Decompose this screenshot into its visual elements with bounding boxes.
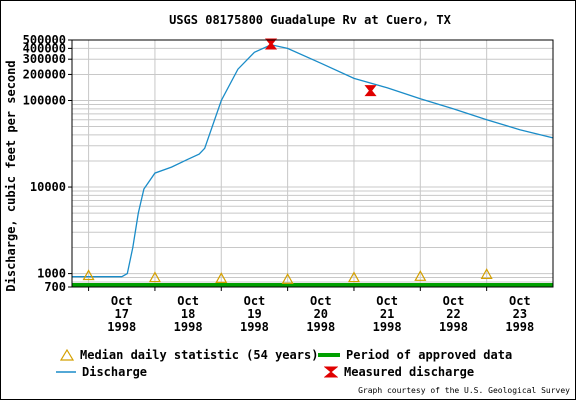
median-triangle (215, 272, 228, 283)
y-tick-label: 1000 (37, 267, 66, 281)
y-tick-label: 500000 (23, 33, 66, 47)
y-tick-label: 700 (44, 280, 66, 294)
y-tick-label: 200000 (23, 67, 66, 81)
x-tick-label: 1998 (373, 320, 402, 334)
x-tick-label: Oct (376, 294, 398, 308)
x-tick-label: 23 (513, 307, 527, 321)
legend-measured: Measured discharge (324, 365, 474, 379)
y-tick-label: 10000 (30, 180, 66, 194)
y-tick-label: 100000 (23, 93, 66, 107)
x-tick-label: Oct (443, 294, 465, 308)
x-tick-label: 1998 (107, 320, 136, 334)
x-tick-label: 19 (247, 307, 261, 321)
legend-discharge-label: Discharge (82, 365, 148, 379)
y-tick-label: 400000 (23, 41, 66, 55)
median-triangle (281, 273, 294, 284)
legend-median: Median daily statistic (54 years) (60, 348, 318, 362)
triangle-icon (60, 349, 74, 361)
x-tick-label: 1998 (240, 320, 269, 334)
x-tick-label: Oct (244, 294, 266, 308)
credit-text: Graph courtesy of the U.S. Geological Su… (358, 386, 570, 395)
measured-discharge-marker (364, 85, 377, 97)
legend-approved: Period of approved data (318, 348, 512, 362)
red-hourglass-icon (324, 366, 338, 378)
median-triangle (347, 271, 360, 283)
legend-discharge: Discharge (56, 365, 147, 379)
x-tick-label: 22 (446, 307, 460, 321)
legend-approved-label: Period of approved data (346, 348, 513, 362)
x-tick-label: Oct (177, 294, 199, 308)
x-tick-label: 21 (380, 307, 394, 321)
measured-discharge-marker (264, 38, 278, 50)
blue-line-icon (56, 371, 76, 373)
legend-median-label: Median daily statistic (54 years) (80, 348, 319, 362)
x-tick-label: Oct (111, 294, 133, 308)
median-triangle (148, 271, 161, 283)
plot-border (71, 39, 554, 288)
x-tick-label: 18 (181, 307, 195, 321)
x-tick-label: 17 (115, 307, 129, 321)
y-axis-label: Discharge, cubic feet per second (4, 60, 18, 291)
median-triangle (414, 270, 427, 281)
x-tick-label: 1998 (439, 320, 468, 334)
plot-area (72, 40, 553, 287)
x-tick-label: 20 (314, 307, 328, 321)
x-tick-label: 1998 (174, 320, 203, 334)
approved-period-bar (72, 283, 553, 287)
x-tick-label: 1998 (306, 320, 335, 334)
median-triangle (82, 269, 95, 281)
discharge-line (72, 44, 554, 278)
x-tick-label: Oct (509, 294, 531, 308)
y-tick-label: 300000 (23, 52, 66, 66)
x-tick-label: Oct (310, 294, 332, 308)
green-bar-icon (318, 353, 340, 357)
chart-title: USGS 08175800 Guadalupe Rv at Cuero, TX (169, 13, 452, 27)
x-tick-label: 1998 (505, 320, 534, 334)
median-triangle (480, 268, 493, 279)
legend-measured-label: Measured discharge (344, 365, 475, 379)
